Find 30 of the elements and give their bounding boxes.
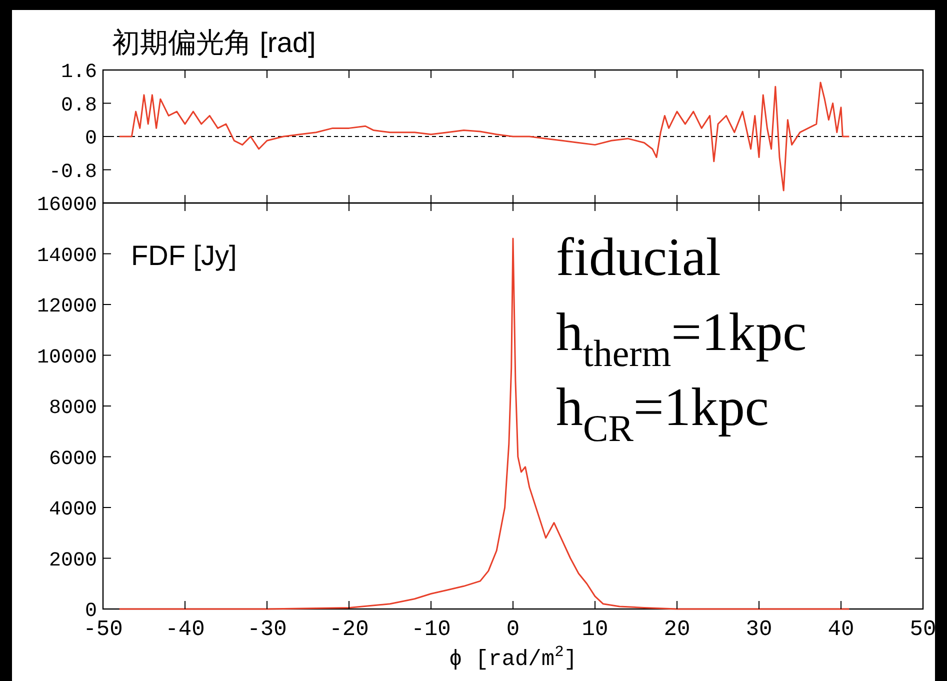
y-tick-label: 16000 (36, 194, 97, 217)
x-tick-label: -20 (329, 617, 369, 642)
y-tick-label: 14000 (36, 244, 97, 268)
y-tick-label: 8000 (48, 397, 97, 420)
y-tick-label: 6000 (48, 448, 97, 471)
annotation: h$_{CR}$=1kpc (556, 377, 769, 450)
x-tick-label: 40 (828, 617, 854, 642)
x-tick-label: 50 (910, 617, 936, 642)
chart-title: 初期偏光角 [rad] (112, 27, 316, 58)
y-tick-label: 4000 (48, 498, 97, 522)
line-series (118, 238, 850, 610)
y-tick-label: 10000 (36, 346, 97, 370)
x-axis-title: ϕ [rad/m$^{2}$] (448, 643, 578, 672)
x-tick-label: 20 (664, 617, 690, 642)
y-tick-label: 12000 (36, 296, 97, 318)
y-tick-label: 1.6 (60, 61, 97, 84)
y-tick-label: 0 (84, 128, 97, 150)
x-tick-label: 10 (582, 617, 608, 642)
x-tick-label: 0 (506, 617, 520, 642)
x-tick-label: -30 (247, 617, 287, 642)
x-tick-label: 30 (746, 617, 772, 642)
y-tick-label: -0.8 (48, 160, 97, 184)
line-series (118, 82, 850, 192)
x-tick-label: -10 (411, 617, 451, 642)
annotation: fiducial (556, 227, 721, 287)
y-tick-label: 2000 (48, 549, 97, 572)
y-tick-label: 0.8 (60, 94, 97, 118)
annotation: h$_{therm}$=1kpc (556, 302, 807, 376)
x-tick-label: -40 (165, 617, 205, 642)
annotation: FDF [Jy] (131, 240, 237, 271)
